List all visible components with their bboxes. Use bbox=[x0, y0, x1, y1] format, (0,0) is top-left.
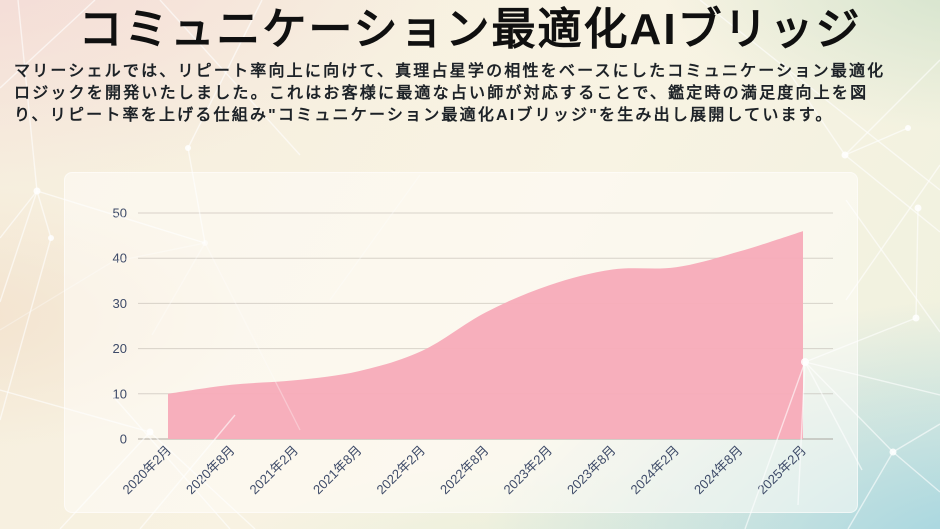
y-axis-label: 40 bbox=[113, 251, 127, 266]
description-line-2: ロジックを開発いたしました。これはお客様に最適な占い師が対応することで、鑑定時の… bbox=[14, 85, 869, 102]
description-line-3: り、リピート率を上げる仕組み"コミュニケーション最適化AIブリッジ"を生み出し展… bbox=[14, 107, 834, 124]
description-paragraph: マリーシェルでは、リピート率向上に向けて、真理占星学の相性をベースにしたコミュニ… bbox=[14, 61, 932, 127]
area-series bbox=[168, 231, 803, 439]
y-axis-label: 20 bbox=[113, 341, 127, 356]
y-axis-label: 30 bbox=[113, 296, 127, 311]
page-title: コミュニケーション最適化AIブリッジ bbox=[78, 5, 862, 54]
description-line-1: マリーシェルでは、リピート率向上に向けて、真理占星学の相性をベースにしたコミュニ… bbox=[14, 63, 886, 80]
